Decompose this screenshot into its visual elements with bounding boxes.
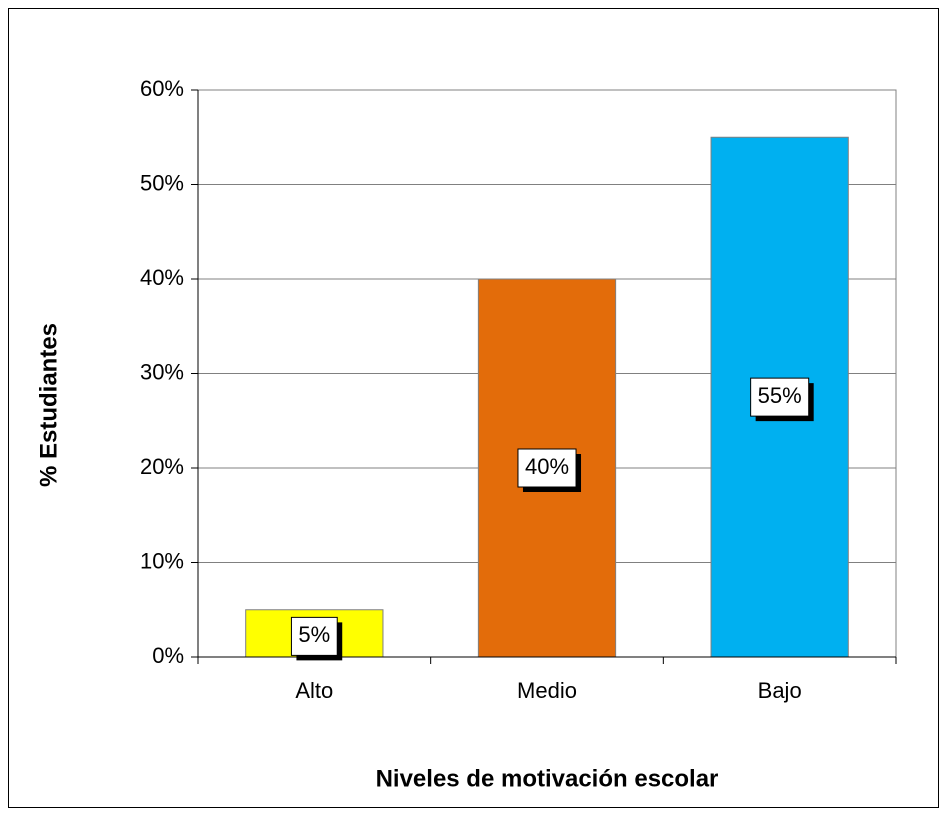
- x-tick-label: Bajo: [758, 678, 802, 703]
- y-tick-label: 20%: [140, 454, 184, 479]
- y-tick-label: 10%: [140, 548, 184, 573]
- data-label-box: [517, 448, 577, 488]
- data-label: 5%: [298, 622, 330, 647]
- data-label-box: [290, 616, 338, 656]
- y-tick-label: 50%: [140, 170, 184, 195]
- x-axis-title: Niveles de motivación escolar: [376, 765, 719, 792]
- x-tick-label: Alto: [295, 678, 333, 703]
- y-tick-label: 40%: [140, 265, 184, 290]
- y-tick-label: 60%: [140, 76, 184, 101]
- y-tick-label: 30%: [140, 359, 184, 384]
- y-axis-title: % Estudiantes: [35, 323, 62, 487]
- y-tick-label: 0%: [152, 643, 184, 668]
- data-label-box: [750, 377, 810, 417]
- x-tick-label: Medio: [517, 678, 577, 703]
- data-label: 55%: [758, 383, 802, 408]
- data-label: 40%: [525, 454, 569, 479]
